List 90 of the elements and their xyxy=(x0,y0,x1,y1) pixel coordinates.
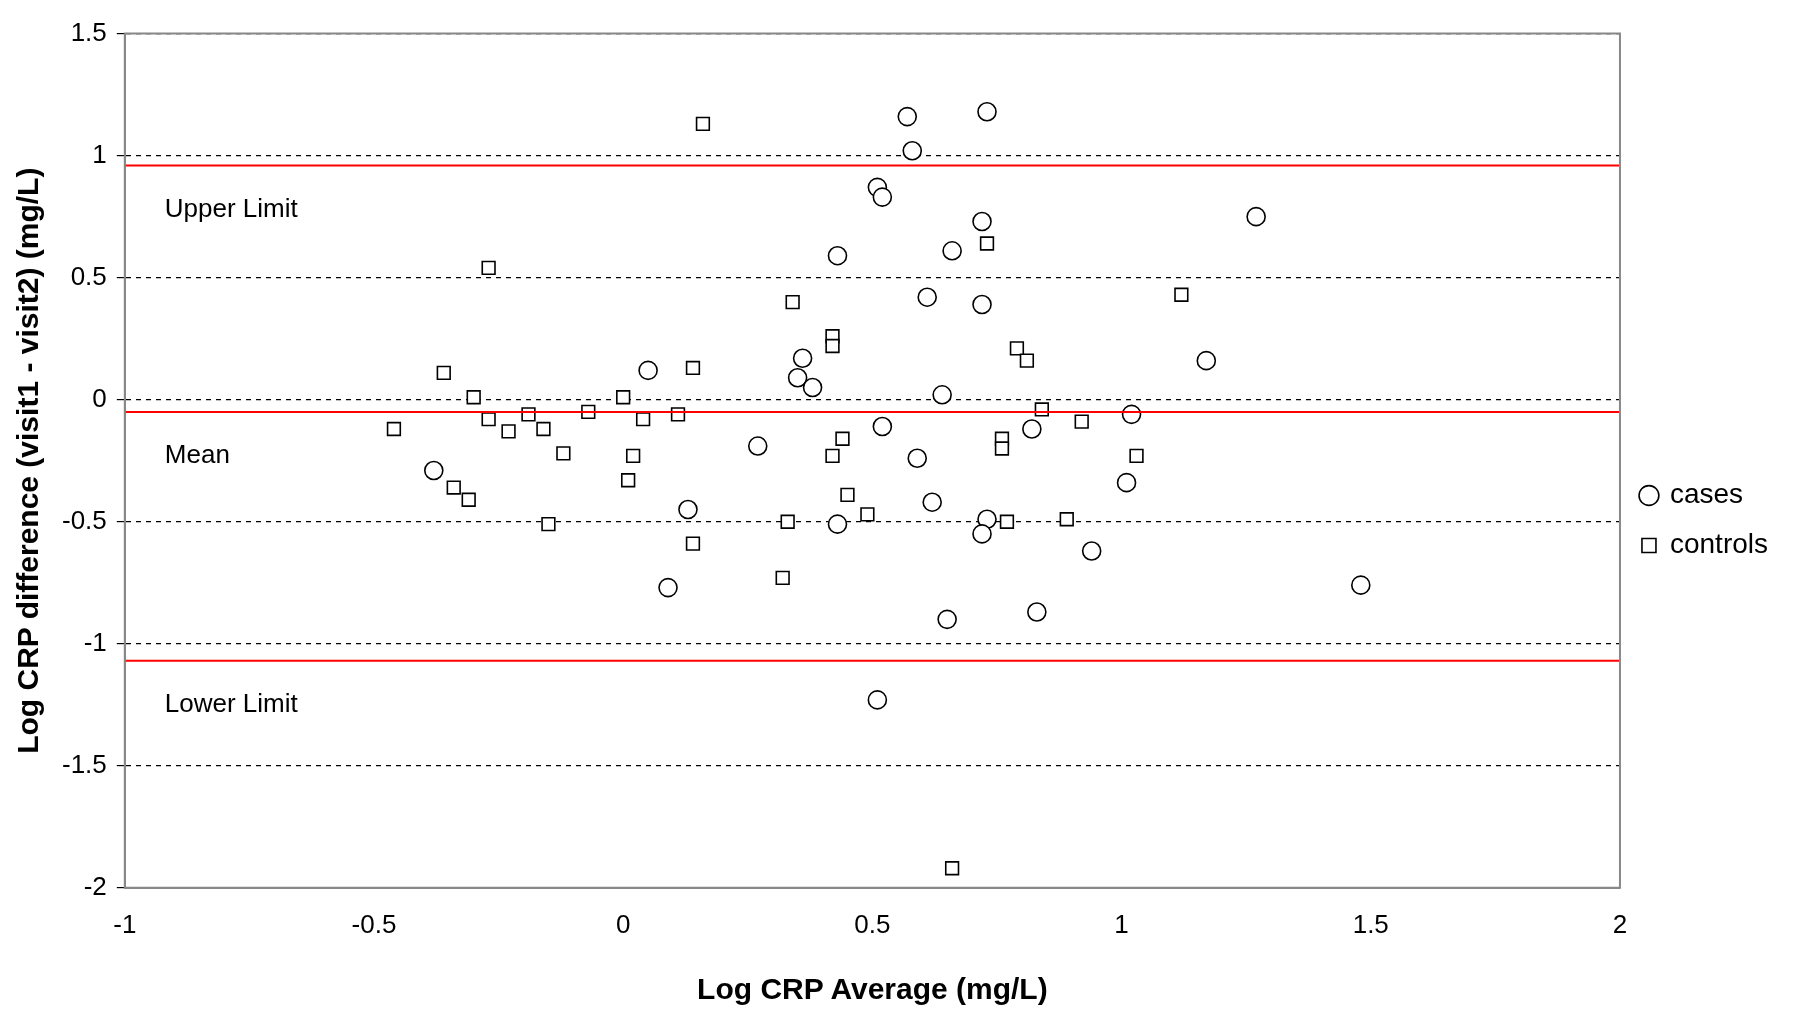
point xyxy=(424,460,444,481)
y-axis-title: Log CRP difference (visit1 - visit2) (mg/L) xyxy=(11,167,45,754)
x-axis-title: Log CRP Average (mg/L) xyxy=(697,972,1048,1006)
point xyxy=(536,421,551,437)
point xyxy=(902,140,923,161)
point xyxy=(785,294,800,310)
point xyxy=(872,416,893,437)
point xyxy=(825,448,840,463)
point xyxy=(994,441,1010,456)
point xyxy=(481,260,496,276)
point xyxy=(867,690,888,710)
legend-label: controls xyxy=(1669,528,1769,560)
point xyxy=(835,431,850,446)
ref-line-label: Mean xyxy=(164,439,230,470)
y-tick-label: -2 xyxy=(83,870,107,901)
point xyxy=(860,507,875,522)
point xyxy=(922,492,942,512)
point xyxy=(466,390,481,405)
point xyxy=(685,536,701,551)
ref-line-label: Upper Limit xyxy=(164,192,299,223)
point xyxy=(625,448,641,463)
y-tick-label: 1 xyxy=(92,138,107,169)
point xyxy=(840,487,855,503)
point xyxy=(461,492,476,507)
point xyxy=(977,101,997,122)
ref-line-label: Lower Limit xyxy=(164,688,299,718)
point xyxy=(932,385,952,405)
point xyxy=(1351,575,1371,595)
point xyxy=(897,106,918,127)
y-tick-label: -1 xyxy=(83,626,107,657)
point xyxy=(678,499,698,520)
point xyxy=(1196,350,1217,371)
point xyxy=(436,365,451,380)
point xyxy=(917,287,937,307)
point xyxy=(972,524,992,544)
x-tick-label: -1 xyxy=(113,908,137,939)
point xyxy=(979,236,995,251)
point xyxy=(787,367,808,388)
point xyxy=(685,360,701,376)
point xyxy=(658,577,678,598)
point xyxy=(1009,341,1025,356)
point xyxy=(386,421,402,437)
point xyxy=(872,187,893,207)
point xyxy=(825,338,840,354)
point xyxy=(638,360,658,381)
point xyxy=(541,516,556,532)
point xyxy=(695,116,711,132)
point xyxy=(621,473,636,488)
point xyxy=(635,412,651,427)
point xyxy=(1246,206,1266,227)
legend-label: cases xyxy=(1669,478,1744,510)
point xyxy=(481,412,496,427)
point xyxy=(1074,414,1089,429)
point xyxy=(1027,602,1047,622)
point xyxy=(616,390,631,405)
y-tick-label: 0 xyxy=(92,382,107,413)
x-tick-label: 0 xyxy=(615,908,631,939)
point xyxy=(827,245,848,266)
point xyxy=(999,514,1015,529)
point xyxy=(775,570,790,586)
y-tick-label: -1.5 xyxy=(61,748,107,779)
x-tick-label: 2 xyxy=(1612,908,1628,939)
point xyxy=(972,211,992,232)
point xyxy=(747,436,768,456)
x-tick-label: -0.5 xyxy=(351,908,397,939)
x-tick-label: 0.5 xyxy=(854,908,891,939)
point xyxy=(1174,287,1189,302)
point xyxy=(944,861,960,876)
x-tick-label: 1.5 xyxy=(1352,908,1389,939)
x-tick-label: 1 xyxy=(1114,908,1129,939)
point xyxy=(501,424,516,439)
point xyxy=(1019,353,1035,368)
y-tick-label: 1.5 xyxy=(70,16,107,47)
point xyxy=(792,348,813,368)
y-tick-label: 0.5 xyxy=(70,260,107,291)
y-tick-label: -0.5 xyxy=(61,504,107,535)
point xyxy=(1129,448,1144,463)
point xyxy=(1022,419,1042,439)
point xyxy=(827,514,848,534)
point xyxy=(972,294,992,315)
point xyxy=(1116,472,1137,493)
point xyxy=(942,241,962,261)
point xyxy=(780,514,795,529)
point xyxy=(446,480,461,495)
point xyxy=(1059,512,1074,527)
point xyxy=(907,448,928,469)
point xyxy=(556,446,571,461)
point xyxy=(937,609,957,630)
point xyxy=(1081,541,1102,561)
point xyxy=(802,377,823,398)
